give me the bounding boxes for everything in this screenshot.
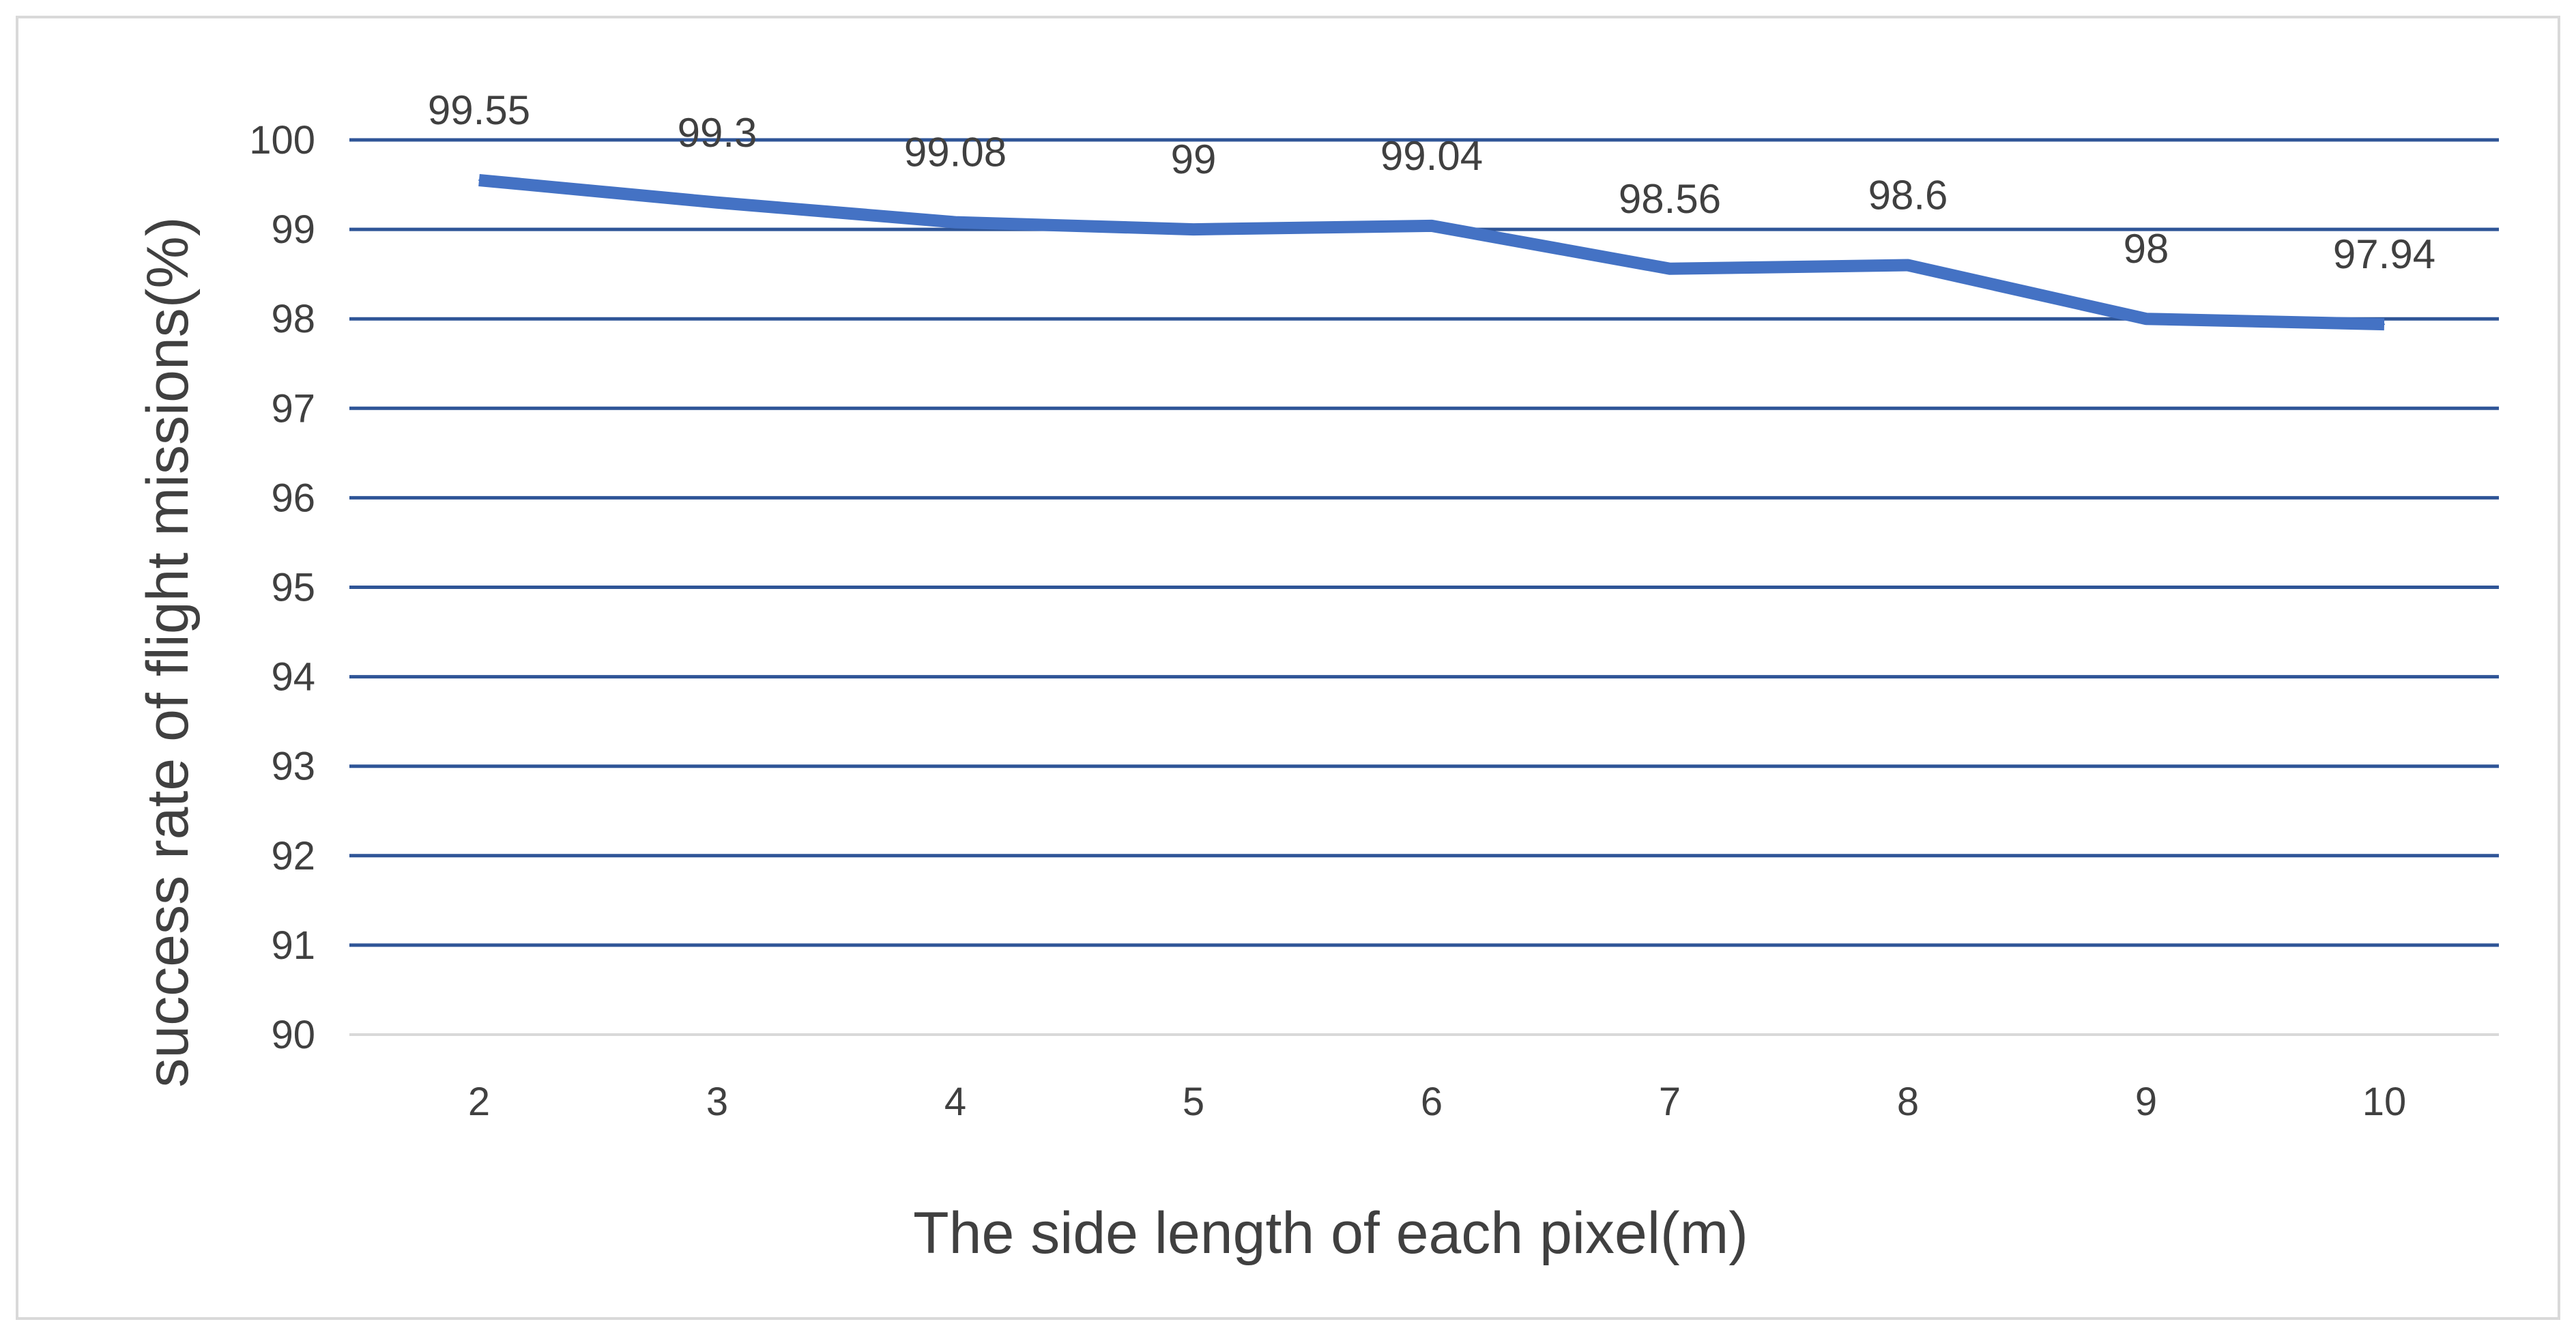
x-tick-label: 4 [944, 1080, 966, 1124]
y-tick-label: 90 [271, 1013, 315, 1057]
data-point [2145, 318, 2147, 320]
y-tick-label: 92 [271, 834, 315, 878]
data-point [717, 201, 718, 203]
data-label: 99.55 [428, 87, 530, 133]
x-tick-label: 7 [1659, 1080, 1681, 1124]
data-point [478, 179, 480, 181]
data-point [2384, 323, 2385, 326]
data-point [1907, 264, 1909, 266]
data-labels: 99.55 99.3 99.08 99 99.04 98.56 98.6 98 97.94 [428, 87, 2435, 277]
x-axis-ticks: 2 3 4 5 6 7 8 9 10 [468, 1080, 2406, 1124]
gridlines [349, 138, 2499, 1036]
y-tick-label: 96 [271, 476, 315, 520]
x-tick-label: 10 [2362, 1080, 2407, 1124]
data-label: 99.3 [678, 110, 757, 156]
x-axis-title: The side length of each pixel(m) [913, 1200, 1748, 1266]
y-axis-title: success rate of flight missions(%) [135, 216, 201, 1087]
y-tick-label: 94 [271, 655, 315, 700]
x-tick-label: 3 [706, 1080, 728, 1124]
x-tick-label: 6 [1421, 1080, 1443, 1124]
data-label: 97.94 [2333, 231, 2435, 277]
y-tick-label: 98 [271, 297, 315, 341]
y-tick-label: 93 [271, 745, 315, 789]
data-point [955, 221, 956, 223]
data-point [1431, 225, 1432, 227]
data-label: 98.56 [1619, 176, 1721, 222]
y-tick-label: 95 [271, 566, 315, 610]
y-tick-label: 100 [249, 118, 315, 162]
y-tick-label: 97 [271, 386, 315, 431]
x-tick-label: 5 [1183, 1080, 1204, 1124]
data-label: 99 [1171, 136, 1217, 182]
series-layer [478, 174, 2385, 331]
x-tick-label: 8 [1897, 1080, 1919, 1124]
y-tick-label: 99 [271, 207, 315, 252]
data-label: 99.04 [1380, 133, 1483, 179]
data-label: 99.08 [904, 130, 1007, 175]
y-axis-ticks: 90 91 92 93 94 95 96 97 98 99 100 [249, 118, 315, 1057]
y-tick-label: 91 [271, 923, 315, 968]
x-tick-label: 9 [2135, 1080, 2157, 1124]
data-point [1669, 268, 1670, 270]
data-label: 98.6 [1868, 173, 1948, 218]
data-point [1193, 229, 1194, 231]
data-label: 98 [2124, 226, 2169, 272]
chart-frame [16, 16, 2560, 1320]
x-tick-label: 2 [468, 1080, 490, 1124]
